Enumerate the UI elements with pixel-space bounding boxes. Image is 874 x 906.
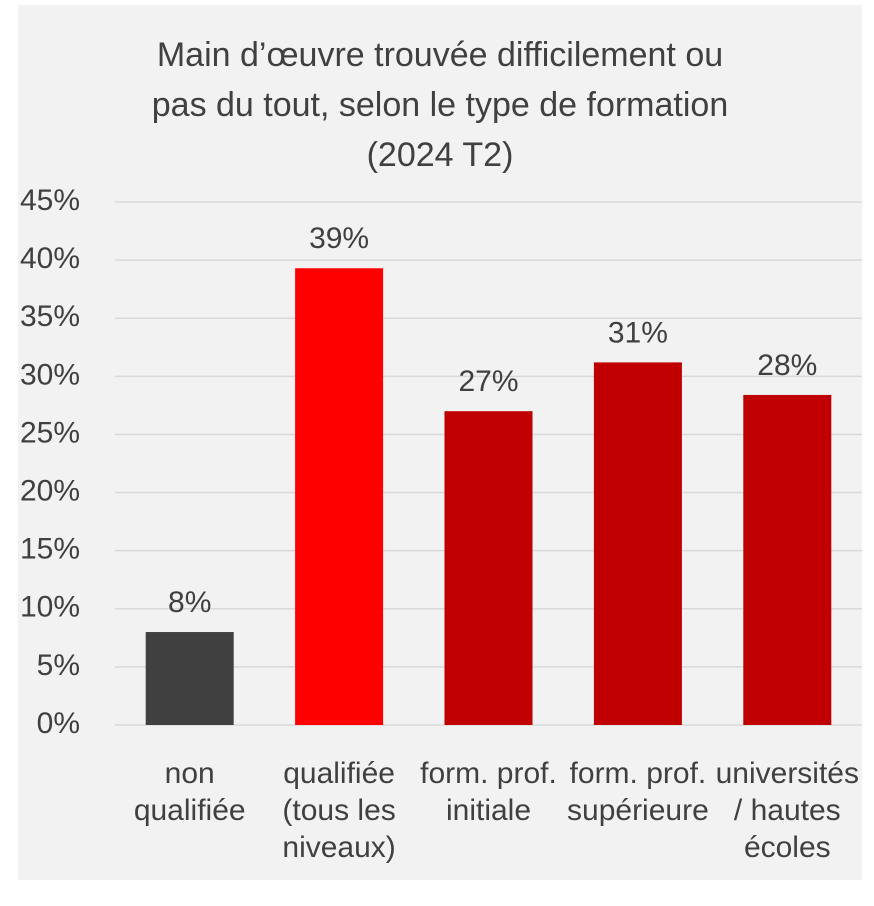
value-label: 8%: [168, 586, 211, 619]
bar: [145, 632, 234, 725]
bar: [295, 268, 384, 725]
value-label: 31%: [608, 316, 668, 349]
x-tick-label: non qualifiée: [134, 757, 246, 827]
y-tick-label: 30%: [20, 358, 80, 391]
y-tick-label: 10%: [20, 591, 80, 624]
bar: [593, 362, 682, 725]
x-tick-label: qualifiée (tous les niveaux): [282, 757, 395, 864]
y-tick-label: 35%: [20, 300, 80, 333]
value-label: 39%: [309, 222, 369, 255]
value-label: 28%: [757, 349, 817, 382]
y-tick-label: 15%: [20, 533, 80, 566]
chart-title: Main d’œuvre trouvée difficilement ou pas…: [152, 36, 728, 174]
value-label: 27%: [458, 365, 518, 398]
bar: [444, 411, 533, 725]
x-tick-label: form. prof. initiale: [420, 757, 557, 827]
x-tick-label: form. prof. supérieure: [567, 757, 709, 827]
y-tick-label: 5%: [37, 649, 80, 682]
y-tick-label: 20%: [20, 474, 80, 507]
y-tick-label: 0%: [37, 707, 80, 740]
y-tick-label: 45%: [20, 184, 80, 217]
y-tick-label: 40%: [20, 242, 80, 275]
bar: [743, 394, 832, 725]
y-tick-label: 25%: [20, 416, 80, 449]
chart-background: [18, 5, 862, 880]
x-tick-label: universités / hautes écoles: [716, 757, 859, 864]
